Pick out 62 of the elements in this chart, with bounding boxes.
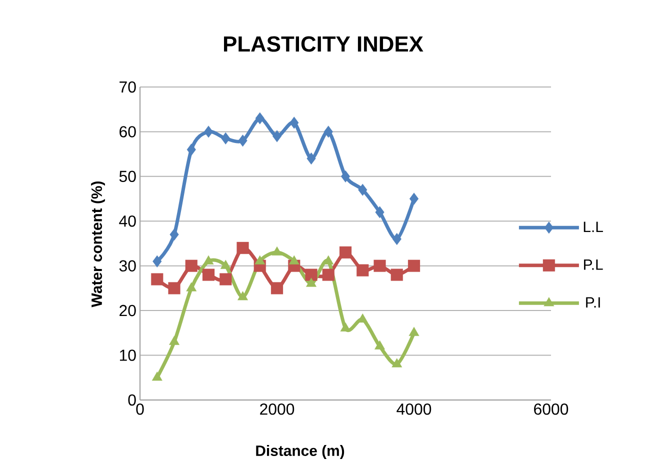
- y-tick-label: 50: [119, 170, 136, 182]
- point: [408, 260, 420, 272]
- point: [186, 144, 196, 156]
- point: [290, 116, 299, 129]
- x-tick-label: 6000: [534, 404, 568, 415]
- point: [255, 112, 264, 124]
- point: [324, 126, 333, 138]
- point: [356, 264, 369, 276]
- x-tick-label: 2000: [260, 404, 294, 415]
- point: [408, 326, 420, 336]
- point: [203, 255, 214, 264]
- point: [169, 336, 180, 345]
- point: [151, 273, 164, 286]
- point: [270, 282, 284, 294]
- point: [221, 132, 230, 144]
- point: [272, 130, 282, 142]
- x-axis-title: Distance (m): [256, 445, 344, 459]
- point: [374, 340, 385, 350]
- point: [238, 134, 248, 147]
- y-tick-label: 0: [128, 394, 136, 406]
- point: [392, 232, 402, 246]
- x-tick-label: 4000: [396, 404, 432, 415]
- point: [390, 268, 403, 281]
- point: [340, 322, 351, 332]
- point: [288, 255, 300, 264]
- y-tick-label: 30: [119, 260, 136, 272]
- point: [340, 170, 350, 182]
- point: [220, 260, 231, 269]
- legend-label: P.L: [584, 260, 603, 270]
- point: [409, 192, 419, 205]
- point: [306, 152, 316, 165]
- point: [204, 126, 214, 138]
- y-tick-label: 70: [120, 81, 136, 93]
- chart-title: PLASTICITY INDEX: [224, 36, 424, 52]
- y-tick-label: 60: [120, 126, 136, 138]
- point: [272, 246, 282, 256]
- point: [185, 260, 198, 272]
- point: [375, 206, 384, 218]
- point: [392, 358, 402, 368]
- y-tick-label: 10: [120, 350, 136, 361]
- y-axis-title: Water content (%): [91, 182, 105, 308]
- point: [236, 242, 249, 254]
- point: [254, 255, 266, 264]
- point: [339, 246, 352, 258]
- point: [374, 260, 386, 272]
- point: [152, 255, 162, 268]
- legend-label: L.L: [584, 222, 603, 232]
- legend-label: P.I: [586, 297, 600, 308]
- point: [322, 268, 334, 281]
- x-tick-label: 0: [136, 404, 144, 415]
- y-tick-label: 20: [120, 304, 136, 316]
- point: [186, 282, 197, 292]
- point: [168, 282, 180, 294]
- y-tick-label: 40: [119, 215, 136, 227]
- point: [170, 228, 179, 241]
- point: [358, 184, 368, 196]
- point: [305, 268, 318, 281]
- point: [152, 372, 162, 381]
- point: [306, 278, 316, 287]
- point: [202, 268, 215, 281]
- point: [220, 273, 232, 286]
- point: [238, 291, 248, 300]
